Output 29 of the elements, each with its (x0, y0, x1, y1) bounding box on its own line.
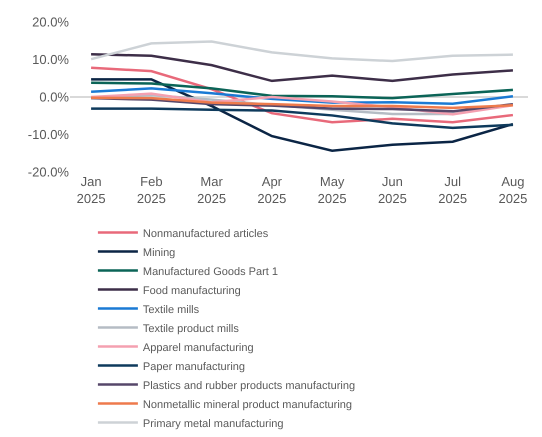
y-tick-label: -10.0% (28, 127, 70, 142)
x-tick-label: Mar 2025 (197, 174, 226, 206)
line-series (90, 82, 514, 100)
legend-label: Textile product mills (142, 322, 240, 335)
y-tick-label: 10.0% (32, 52, 70, 68)
legend-label: Paper manufacturing (142, 360, 246, 373)
legend-label: Primary metal manufacturing (142, 418, 284, 430)
x-tick-label: Aug 2025 (498, 174, 528, 206)
line-series (90, 107, 514, 130)
legend-label: Food manufacturing (142, 284, 241, 297)
x-tick-label: Feb 2025 (136, 174, 166, 206)
y-tick-label: 0.0% (39, 90, 70, 105)
x-tick-label: May 2025 (318, 174, 347, 206)
legend-label: Mining (142, 246, 176, 259)
y-tick-label: 20.0% (32, 14, 70, 30)
legend-label: Nonmetallic mineral product manufacturing (142, 398, 352, 411)
x-tick-label: Jul 2025 (438, 174, 468, 206)
line-series (90, 40, 514, 62)
legend-label: Plastics and rubber products manufacturing (142, 380, 356, 392)
line-series (90, 96, 514, 110)
line-series (90, 53, 514, 82)
x-tick-label: Jan 2025 (76, 174, 106, 206)
legend-label: Nonmanufactured articles (142, 228, 269, 240)
legend-label: Textile mills (142, 304, 200, 316)
y-tick-label: -20.0% (28, 164, 70, 180)
x-tick-label: Jun 2025 (378, 174, 407, 206)
legend-label: Apparel manufacturing (142, 342, 254, 354)
legend-label: Manufactured Goods Part 1 (142, 266, 278, 278)
x-tick-label: Apr 2025 (257, 174, 286, 206)
